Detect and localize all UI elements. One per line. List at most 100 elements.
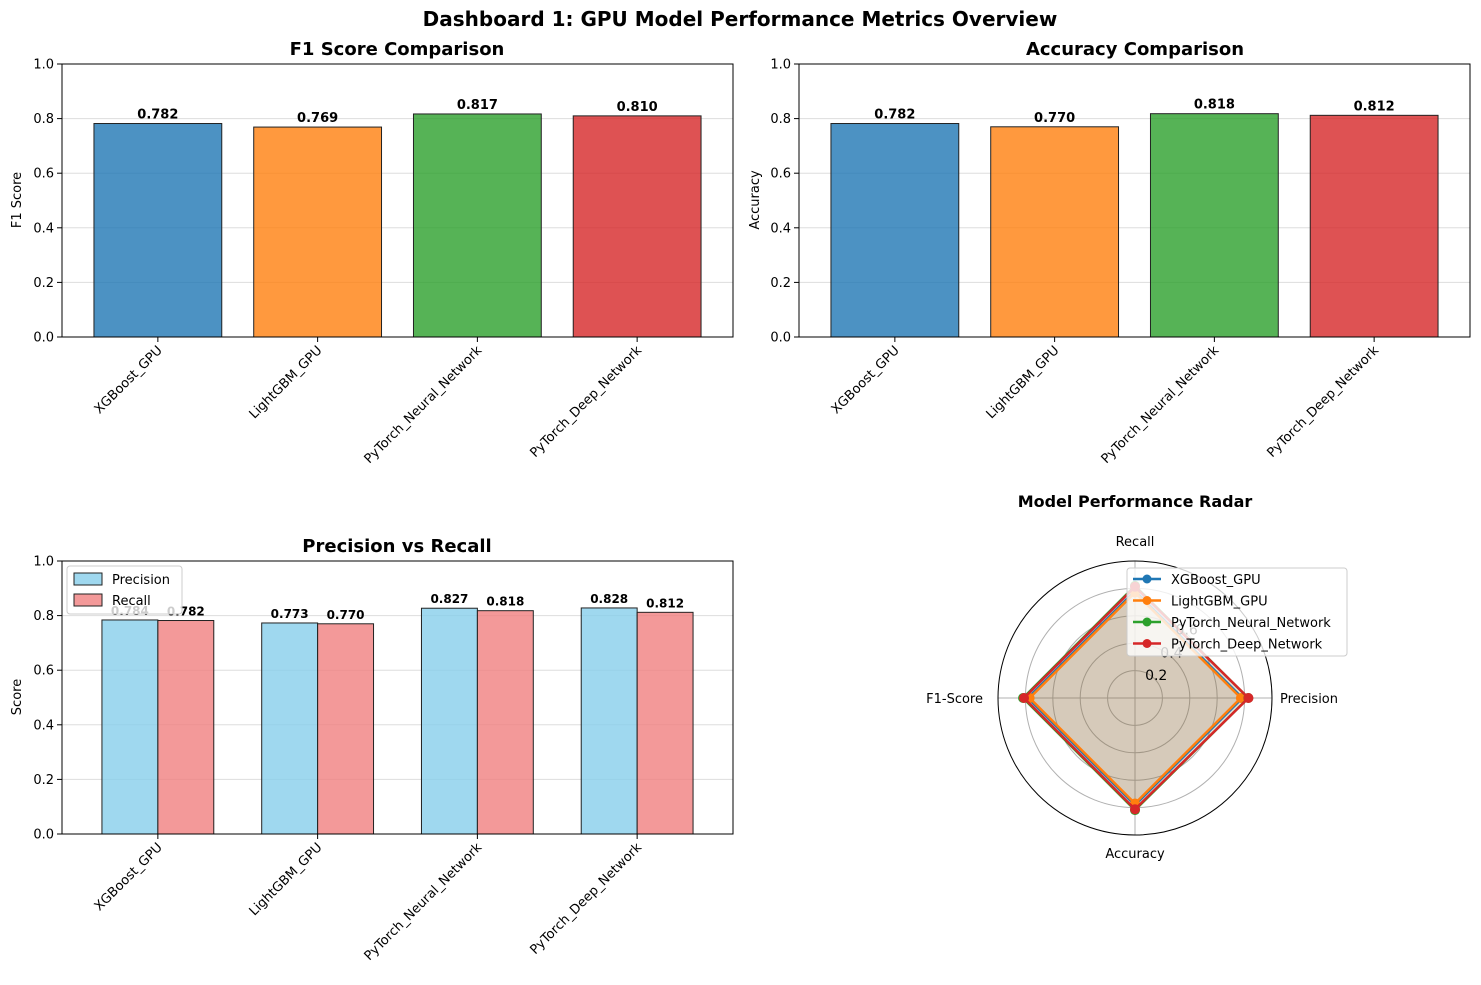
radar-outer-ring <box>997 560 1273 836</box>
y-tick-label: 0.4 <box>33 718 54 733</box>
y-tick-label: 0.0 <box>33 828 54 843</box>
y-tick-label: 0.4 <box>770 221 791 236</box>
bar-recall-pytorch-neural-network <box>476 610 534 835</box>
bar-lightgbm-gpu <box>990 126 1120 338</box>
data-label-lightgbm-gpu: 0.769 <box>297 111 338 126</box>
radar-axis-label-recall: Recall <box>1116 535 1155 550</box>
y-tick-label: 1.0 <box>33 555 54 570</box>
bar-recall-xgboost-gpu <box>157 620 215 835</box>
y-tick-label: 0.2 <box>770 276 791 291</box>
data-label-precision-lightgbm-gpu: 0.773 <box>271 607 309 621</box>
legend-label-recall: Recall <box>112 594 151 609</box>
radar-legend-marker-pytorch-neural-network <box>1142 617 1152 627</box>
plot-frame <box>61 63 734 338</box>
x-tick-label-pytorch-deep-network: PyTorch_Deep_Network <box>527 840 645 958</box>
x-tick-label-pytorch-neural-network: PyTorch_Neural_Network <box>1099 343 1223 467</box>
precision-recall-legend: Precision Recall <box>66 565 183 615</box>
radar-chart: Model Performance Radar 0.20.40.6Precisi… <box>926 492 1348 862</box>
radar-point-pytorch-deep-network-accuracy <box>1130 804 1140 815</box>
x-tick-label-xgboost-gpu: XGBoost_GPU <box>829 343 903 417</box>
radar-chart-title: Model Performance Radar <box>1018 492 1253 511</box>
data-label-pytorch-neural-network: 0.818 <box>1194 98 1235 113</box>
data-label-pytorch-deep-network: 0.812 <box>1354 99 1395 114</box>
x-tick-label-xgboost-gpu: XGBoost_GPU <box>92 840 166 914</box>
legend-swatch-precision <box>73 572 103 586</box>
data-label-recall-pytorch-deep-network: 0.812 <box>646 596 684 610</box>
x-tick-label-pytorch-neural-network: PyTorch_Neural_Network <box>362 840 486 964</box>
data-label-precision-pytorch-deep-network: 0.828 <box>590 592 628 606</box>
y-tick-label: 0.2 <box>33 276 54 291</box>
y-tick-label: 1.0 <box>770 58 791 73</box>
y-tick-label: 0.8 <box>770 112 791 127</box>
precision-recall-chart: Precision vs Recall Score 0.0 0.2 0.4 0.6 0.… <box>10 536 734 964</box>
bar-precision-pytorch-neural-network <box>420 607 478 835</box>
f1-chart: F1 Score Comparison F1 Score 0.00.20.40.… <box>10 39 734 467</box>
data-label-lightgbm-gpu: 0.770 <box>1034 111 1075 126</box>
legend-label-precision: Precision <box>112 573 170 588</box>
data-label-precision-pytorch-neural-network: 0.827 <box>430 592 468 606</box>
bar-recall-lightgbm-gpu <box>317 623 375 835</box>
radar-r-tick-label: 0.2 <box>1145 668 1167 684</box>
x-tick-label-pytorch-deep-network: PyTorch_Deep_Network <box>527 343 645 461</box>
radar-axis-label-accuracy: Accuracy <box>1105 847 1165 862</box>
radar-legend: XGBoost_GPU LightGBM_GPU PyTorch_Neural_Ne… <box>1126 567 1348 657</box>
bar-lightgbm-gpu <box>253 126 383 338</box>
bar-pytorch-neural-network <box>1149 113 1279 338</box>
accuracy-chart: Accuracy Comparison Accuracy 0.00.20.40.… <box>748 39 1471 467</box>
legend-swatch-recall <box>73 593 103 607</box>
y-tick-label: 0.0 <box>33 331 54 346</box>
accuracy-chart-ylabel: Accuracy <box>748 170 763 230</box>
radar-plot-area: 0.20.40.6PrecisionRecallF1-ScoreAccuracy… <box>926 535 1348 862</box>
y-tick-label: 0.8 <box>33 609 54 624</box>
radar-axis-label-f1-score: F1-Score <box>926 692 983 707</box>
x-tick-label-pytorch-deep-network: PyTorch_Deep_Network <box>1264 343 1382 461</box>
precision-recall-plot-area: 0.00.20.40.60.81.00.7840.7820.7730.7700.… <box>33 555 734 964</box>
f1-chart-title: F1 Score Comparison <box>290 39 505 60</box>
radar-point-pytorch-deep-network-precision <box>1243 693 1254 703</box>
accuracy-plot-area: 0.0 0.2 0.4 0.6 0.8 1.0 0.782 0.770 0.818 0.812 XG… <box>770 58 1471 467</box>
radar-legend-label-pytorch-neural-network: PyTorch_Neural_Network <box>1171 616 1331 631</box>
y-tick-label: 0.6 <box>770 167 791 182</box>
radar-point-pytorch-deep-network-f1-score <box>1019 693 1030 703</box>
bar-pytorch-neural-network <box>412 113 542 338</box>
radar-axis-label-precision: Precision <box>1280 692 1338 707</box>
radar-legend-box <box>1126 567 1348 657</box>
radar-legend-label-xgboost-gpu: XGBoost_GPU <box>1171 573 1261 588</box>
data-label-xgboost-gpu: 0.782 <box>137 108 178 123</box>
y-tick-label: 0.4 <box>33 221 54 236</box>
f1-plot-area: 0.0 0.2 0.4 0.6 0.8 1.0 0.782 0.769 0.817 0.810 XG… <box>33 58 734 467</box>
x-tick-label-pytorch-neural-network: PyTorch_Neural_Network <box>362 343 486 467</box>
plot-frame <box>798 63 1471 338</box>
y-tick-label: 0.0 <box>770 331 791 346</box>
radar-legend-label-pytorch-deep-network: PyTorch_Deep_Network <box>1171 638 1323 653</box>
bar-xgboost-gpu <box>93 123 223 338</box>
data-label-pytorch-neural-network: 0.817 <box>457 98 498 113</box>
precision-recall-chart-ylabel: Score <box>10 679 25 715</box>
y-tick-label: 0.2 <box>33 773 54 788</box>
y-tick-label: 0.6 <box>33 664 54 679</box>
y-tick-label: 0.8 <box>33 112 54 127</box>
dashboard-title: Dashboard 1: GPU Model Performance Metri… <box>423 7 1058 31</box>
bar-pytorch-deep-network <box>572 115 702 338</box>
radar-legend-marker-xgboost-gpu <box>1142 574 1152 584</box>
data-label-recall-pytorch-neural-network: 0.818 <box>486 595 524 609</box>
x-tick-label-lightgbm-gpu: LightGBM_GPU <box>247 343 326 422</box>
x-tick-label-lightgbm-gpu: LightGBM_GPU <box>247 840 326 919</box>
radar-point-lightgbm-gpu-precision <box>1235 693 1246 703</box>
bar-recall-pytorch-deep-network <box>636 611 694 835</box>
data-label-xgboost-gpu: 0.782 <box>874 108 915 123</box>
accuracy-chart-title: Accuracy Comparison <box>1026 39 1244 60</box>
bar-precision-xgboost-gpu <box>101 619 159 835</box>
y-tick-label: 1.0 <box>33 58 54 73</box>
radar-legend-marker-pytorch-deep-network <box>1142 639 1152 648</box>
plot-frame <box>61 560 734 835</box>
bar-precision-pytorch-deep-network <box>580 607 638 835</box>
bar-pytorch-deep-network <box>1309 114 1439 338</box>
y-tick-label: 0.6 <box>33 167 54 182</box>
radar-legend-marker-lightgbm-gpu <box>1142 596 1152 605</box>
data-label-pytorch-deep-network: 0.810 <box>617 100 658 115</box>
x-tick-label-lightgbm-gpu: LightGBM_GPU <box>984 343 1063 422</box>
data-label-recall-lightgbm-gpu: 0.770 <box>327 608 365 622</box>
x-tick-label-xgboost-gpu: XGBoost_GPU <box>92 343 166 417</box>
